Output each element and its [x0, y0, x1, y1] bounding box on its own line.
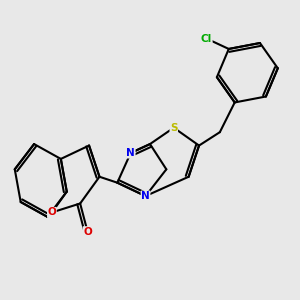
- Text: O: O: [83, 227, 92, 237]
- Text: N: N: [126, 148, 135, 158]
- Text: N: N: [141, 191, 150, 201]
- Text: S: S: [170, 123, 178, 133]
- Text: O: O: [47, 207, 56, 218]
- Text: Cl: Cl: [201, 34, 212, 44]
